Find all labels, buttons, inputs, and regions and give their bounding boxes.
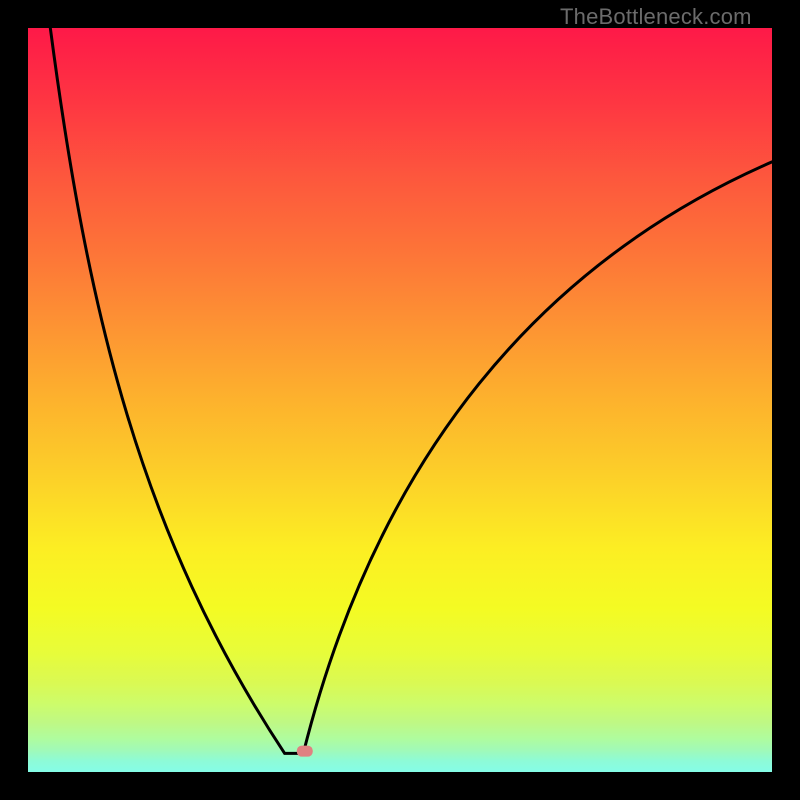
optimal-point-marker <box>297 746 313 757</box>
gradient-background <box>28 28 772 772</box>
chart-plot-area <box>28 28 772 772</box>
watermark-text: TheBottleneck.com <box>560 4 752 30</box>
bottleneck-curve-chart <box>28 28 772 772</box>
